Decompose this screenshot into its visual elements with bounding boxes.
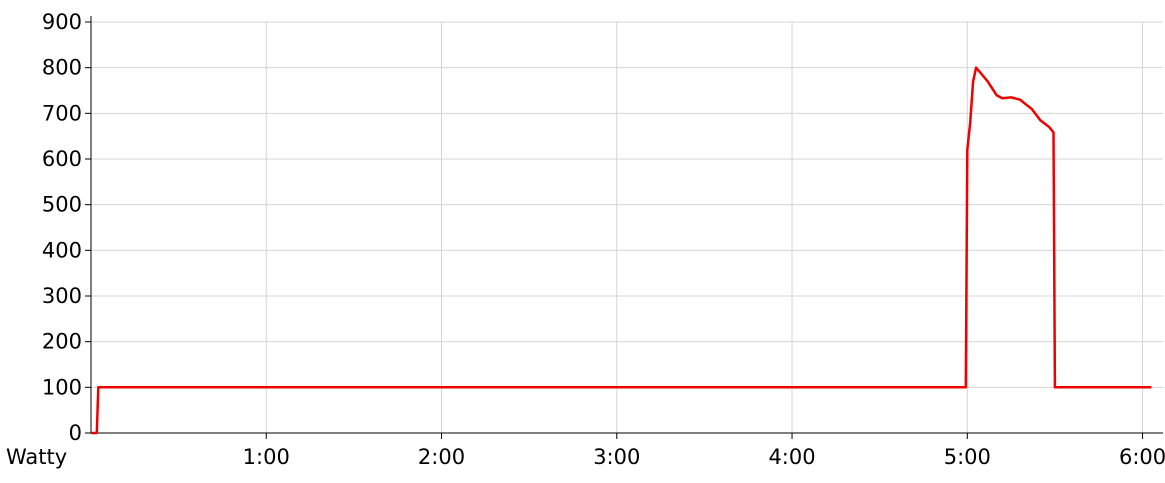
x-axis-label: Watty xyxy=(6,445,67,469)
y-tick-label: 600 xyxy=(42,147,82,171)
x-tick-label: 2:00 xyxy=(418,445,465,469)
x-tick-label: 6:00 xyxy=(1119,445,1165,469)
x-tick-label: 3:00 xyxy=(593,445,640,469)
y-tick-label: 200 xyxy=(42,330,82,354)
y-tick-label: 100 xyxy=(42,375,82,399)
y-tick-label: 500 xyxy=(42,193,82,217)
x-tick-label: 1:00 xyxy=(243,445,290,469)
y-tick-label: 900 xyxy=(42,10,82,34)
y-tick-label: 300 xyxy=(42,284,82,308)
y-tick-label: 400 xyxy=(42,238,82,262)
y-tick-label: 700 xyxy=(42,101,82,125)
x-tick-label: 5:00 xyxy=(944,445,991,469)
series-line xyxy=(91,66,1152,435)
grid xyxy=(91,21,1163,433)
series-layer xyxy=(91,66,1152,435)
y-tick-label: 800 xyxy=(42,56,82,80)
x-tick-label: 4:00 xyxy=(768,445,815,469)
y-tick-label: 0 xyxy=(69,421,82,445)
axes xyxy=(85,16,1163,439)
tick-labels: 0 100 200 300 400 500 600 700 800 900 1:00 2:00 3:00… xyxy=(6,10,1165,469)
